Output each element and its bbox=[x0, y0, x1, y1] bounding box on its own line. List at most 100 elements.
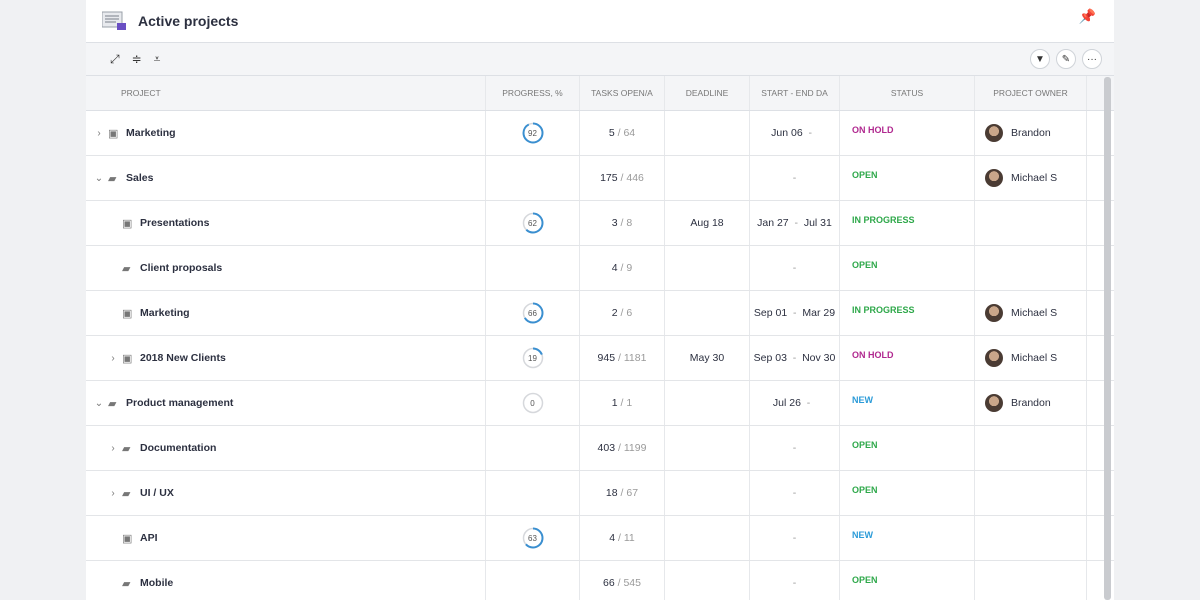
project-name[interactable]: Marketing bbox=[140, 307, 190, 319]
folder-icon: ▰ bbox=[122, 262, 131, 275]
pin-icon[interactable]: 📌 bbox=[1078, 8, 1096, 24]
chevron-right-icon[interactable]: › bbox=[111, 442, 115, 454]
dates-cell: Jul 26 - bbox=[750, 381, 840, 425]
status-cell: IN PROGRESS bbox=[840, 291, 975, 335]
table-row[interactable]: ▰ Mobile 66 / 545 - OPEN bbox=[86, 561, 1114, 600]
progress-value: 62 bbox=[528, 218, 537, 228]
extra-cell bbox=[1087, 156, 1102, 200]
progress-ring-graphic bbox=[522, 302, 543, 324]
table-row[interactable]: ▣ Marketing 66 2 / 6 Sep 01 - Mar 29 IN … bbox=[86, 291, 1114, 336]
project-name[interactable]: Marketing bbox=[126, 127, 176, 139]
table-row[interactable]: ▣ API 63 4 / 11 - NEW bbox=[86, 516, 1114, 561]
project-cell: ▣ Presentations bbox=[86, 201, 486, 245]
more-button[interactable]: ··· bbox=[1082, 49, 1102, 69]
filter-button[interactable]: ▼ bbox=[1030, 49, 1050, 69]
status-badge: ON HOLD bbox=[852, 350, 894, 360]
column-header-deadline[interactable]: Deadline bbox=[665, 76, 750, 110]
progress-cell bbox=[486, 471, 580, 515]
deadline-cell bbox=[665, 516, 750, 560]
table-row[interactable]: › ▰ UI / UX 18 / 67 - OPEN bbox=[86, 471, 1114, 516]
column-header-extra bbox=[1087, 76, 1102, 110]
tasks-cell: 66 / 545 bbox=[580, 561, 665, 600]
table-row[interactable]: › ▰ Documentation 403 / 1199 - OPEN bbox=[86, 426, 1114, 471]
project-name[interactable]: Presentations bbox=[140, 217, 210, 229]
column-header-progress[interactable]: Progress, % bbox=[486, 76, 580, 110]
progress-cell: 66 bbox=[486, 291, 580, 335]
tasks-open: 945 bbox=[597, 352, 616, 364]
tasks-total: 9 bbox=[626, 262, 633, 274]
tasks-open: 403 bbox=[597, 442, 616, 454]
progress-ring-graphic bbox=[522, 347, 543, 369]
column-header-dates[interactable]: Start - End da bbox=[750, 76, 840, 110]
column-header-tasks[interactable]: Tasks open/a bbox=[580, 76, 665, 110]
table-row[interactable]: › ▣ 2018 New Clients 19 945 / 1181 May 3… bbox=[86, 336, 1114, 381]
edit-button[interactable]: ✎ bbox=[1056, 49, 1076, 69]
status-cell: ON HOLD bbox=[840, 336, 975, 380]
project-name[interactable]: Documentation bbox=[140, 442, 217, 454]
table-row[interactable]: ⌄ ▰ Sales 175 / 446 - OPEN Michael S bbox=[86, 156, 1114, 201]
progress-cell bbox=[486, 156, 580, 200]
folder-icon: ▰ bbox=[122, 577, 131, 590]
project-name[interactable]: API bbox=[140, 532, 158, 544]
owner-name: Michael S bbox=[1011, 172, 1058, 184]
deadline-cell: Aug 18 bbox=[665, 201, 750, 245]
project-name[interactable]: Sales bbox=[126, 172, 154, 184]
tasks-total: 446 bbox=[626, 172, 644, 184]
chevron-down-icon[interactable]: ⌄ bbox=[94, 172, 104, 184]
dates-cell: Jan 27 - Jul 31 bbox=[750, 201, 840, 245]
expand-icon[interactable]: ⤢ bbox=[110, 51, 120, 66]
table-row[interactable]: › ▣ Marketing 92 5 / 64 Jun 06 - ON HOLD… bbox=[86, 111, 1114, 156]
start-date: Jun 06 bbox=[771, 127, 803, 139]
project-name[interactable]: Mobile bbox=[140, 577, 174, 589]
page-title: Active projects bbox=[138, 13, 239, 29]
collapse-rows-icon[interactable]: ≑ bbox=[131, 52, 142, 66]
avatar bbox=[985, 124, 1003, 142]
table-row[interactable]: ▣ Presentations 62 3 / 8 Aug 18 Jan 27 -… bbox=[86, 201, 1114, 246]
folder-icon: ▰ bbox=[108, 172, 117, 185]
progress-cell bbox=[486, 561, 580, 600]
start-date: Jul 26 bbox=[772, 397, 801, 409]
owner-cell: Brandon bbox=[975, 381, 1087, 425]
progress-ring: 92 bbox=[522, 122, 544, 144]
extra-cell bbox=[1087, 201, 1102, 245]
end-date: Mar 29 bbox=[802, 307, 836, 319]
tasks-total: 64 bbox=[623, 127, 636, 139]
progress-ring-graphic bbox=[522, 122, 543, 144]
column-header-status[interactable]: Status bbox=[840, 76, 975, 110]
status-badge: OPEN bbox=[852, 575, 878, 585]
tasks-total: 67 bbox=[626, 487, 639, 499]
chevron-right-icon[interactable]: › bbox=[111, 352, 115, 364]
column-header-owner[interactable]: Project owner bbox=[975, 76, 1087, 110]
project-name[interactable]: Product management bbox=[126, 397, 234, 409]
chevron-right-icon[interactable]: › bbox=[111, 487, 115, 499]
owner-cell bbox=[975, 201, 1087, 245]
status-badge: OPEN bbox=[852, 485, 878, 495]
vertical-scrollbar[interactable] bbox=[1104, 77, 1111, 600]
chevron-right-icon[interactable]: › bbox=[97, 127, 101, 139]
tasks-cell: 3 / 8 bbox=[580, 201, 665, 245]
progress-value: 63 bbox=[528, 533, 537, 543]
project-icon: ▣ bbox=[108, 127, 119, 140]
extra-cell bbox=[1087, 336, 1102, 380]
project-cell: ⌄ ▰ Sales bbox=[86, 156, 486, 200]
chevron-down-icon[interactable]: ⌄ bbox=[94, 397, 104, 409]
status-cell: OPEN bbox=[840, 246, 975, 290]
owner-cell: Michael S bbox=[975, 291, 1087, 335]
project-name[interactable]: UI / UX bbox=[140, 487, 174, 499]
expand-all-icon[interactable]: ⩡ bbox=[153, 51, 161, 66]
project-name[interactable]: 2018 New Clients bbox=[140, 352, 226, 364]
project-cell: ▰ Mobile bbox=[86, 561, 486, 600]
tasks-open: 66 bbox=[603, 577, 615, 589]
deadline-cell bbox=[665, 561, 750, 600]
table-row[interactable]: ⌄ ▰ Product management 0 1 / 1 Jul 26 - … bbox=[86, 381, 1114, 426]
avatar bbox=[985, 349, 1003, 367]
column-header-project[interactable]: Project bbox=[86, 76, 486, 110]
project-name[interactable]: Client proposals bbox=[140, 262, 223, 274]
folder-icon: ▰ bbox=[122, 487, 131, 500]
progress-value: 0 bbox=[530, 398, 535, 408]
extra-cell bbox=[1087, 381, 1102, 425]
edit-icon: ✎ bbox=[1061, 53, 1071, 65]
owner-name: Michael S bbox=[1011, 307, 1058, 319]
table-row[interactable]: ▰ Client proposals 4 / 9 - OPEN bbox=[86, 246, 1114, 291]
tasks-total: 6 bbox=[626, 307, 633, 319]
